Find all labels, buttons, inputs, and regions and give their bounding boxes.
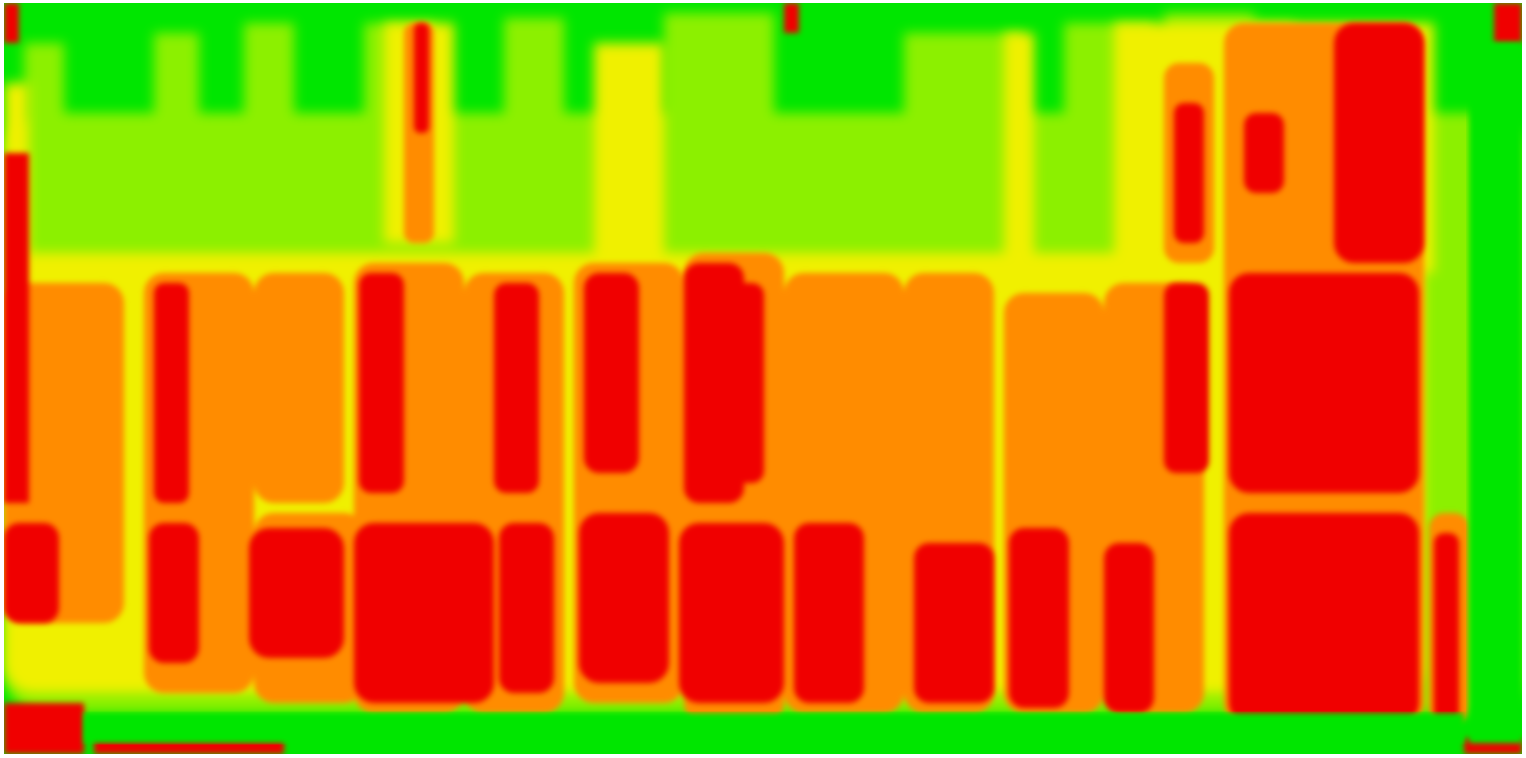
class-0-border-right [1469, 43, 1522, 743]
class-0-border-bottom [84, 713, 1464, 743]
class-4-layer [4, 3, 1522, 754]
zone-heatmap [4, 3, 1522, 754]
